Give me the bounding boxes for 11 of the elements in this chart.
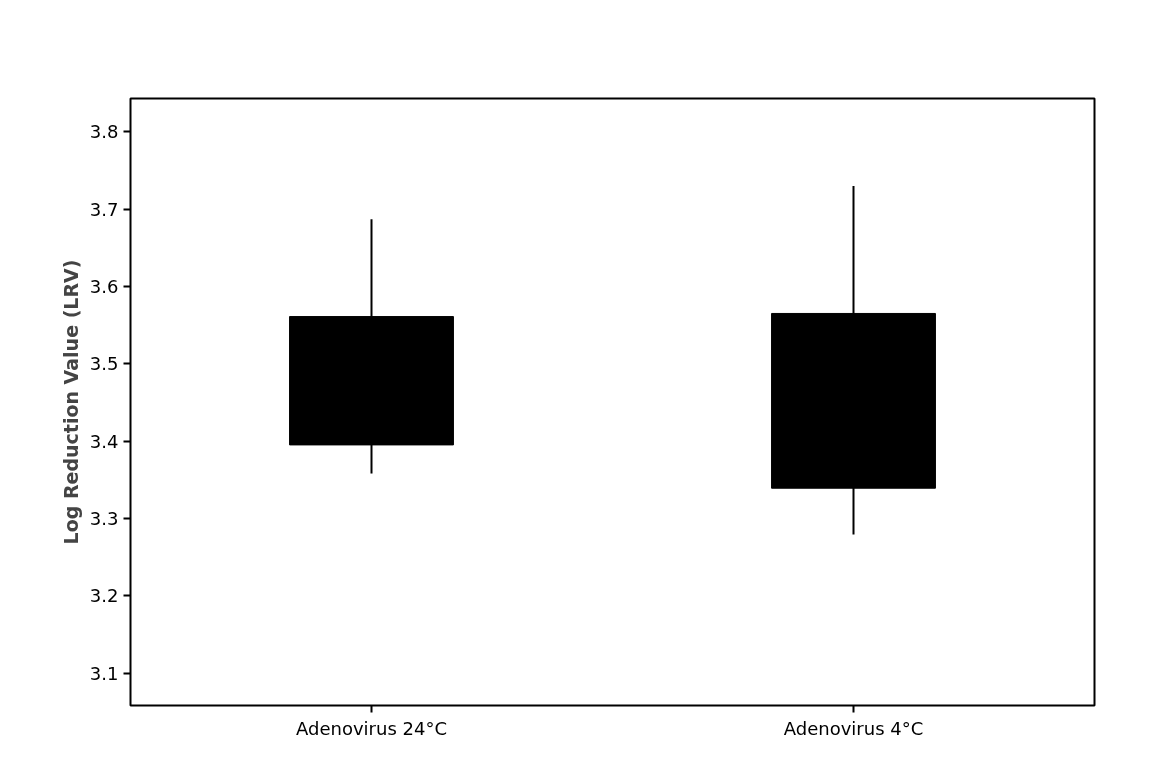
y-tick-label: 3.6	[89, 275, 119, 297]
x-tick-label: Adenovirus 4°C	[783, 717, 924, 739]
y-tick-label: 3.8	[89, 121, 119, 143]
y-tick-label: 3.7	[89, 198, 119, 220]
y-tick-label: 3.1	[89, 662, 119, 684]
y-tick-label: 3.3	[89, 507, 119, 529]
y-tick-label: 3.2	[89, 585, 119, 607]
y-axis-title: Log Reduction Value (LRV)	[59, 259, 82, 545]
y-tick-label: 3.4	[89, 430, 119, 452]
x-tick-label: Adenovirus 24°C	[296, 717, 447, 739]
y-tick-label: 3.5	[89, 353, 119, 375]
